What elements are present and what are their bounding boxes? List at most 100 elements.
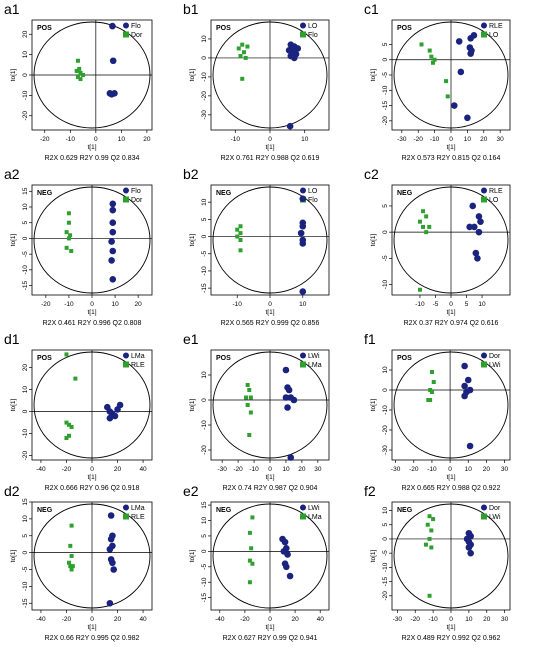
x-tick-label: -10 (415, 301, 425, 308)
data-point-RLE (64, 420, 69, 425)
y-tick-label: -20 (382, 591, 389, 601)
data-point-LWi (427, 536, 432, 541)
x-tick-label: 20 (483, 466, 491, 473)
x-tick-label: 10 (478, 301, 486, 308)
data-point-Dor (78, 77, 83, 82)
data-point-Dor (64, 230, 69, 235)
data-point-RLE (469, 202, 477, 210)
data-point-Dor (461, 382, 468, 390)
x-axis-label: t[1] (87, 309, 96, 316)
x-tick-label: -40 (36, 616, 46, 623)
data-point-LMa (106, 545, 114, 553)
x-tick-label: 20 (291, 616, 299, 623)
legend-marker (300, 187, 306, 194)
data-point-LO (427, 224, 432, 229)
legend-marker (123, 187, 129, 194)
data-point-Flo (243, 55, 248, 60)
y-tick-label: 0 (201, 398, 208, 402)
data-point-Flo (240, 76, 245, 81)
data-point-LMa (107, 535, 115, 543)
x-tick-label: 0 (90, 616, 94, 623)
x-axis-label: t[1] (446, 474, 455, 481)
data-point-Dor (66, 211, 71, 216)
ion-mode-label: NEG (216, 507, 232, 514)
data-point-LMa (106, 414, 114, 422)
data-point-Dor (81, 73, 86, 77)
legend-entry: LMa (131, 505, 145, 512)
panel-label: f1 (364, 331, 376, 347)
panel-label: d1 (4, 331, 20, 347)
y-tick-label: -15 (22, 280, 29, 290)
y-tick-label: 0 (382, 230, 389, 234)
x-tick-label: 0 (268, 466, 272, 473)
legend-marker (481, 196, 487, 203)
panel-label: c1 (364, 1, 379, 17)
panel-d2: d2 -40 -20 0 20 40 -15 -10 -5 0 5 10 15 t[1] to[1] NEG L… (4, 483, 153, 642)
legend-marker (123, 31, 129, 38)
y-tick-label: 15 (201, 501, 208, 509)
data-point-RLE (69, 567, 74, 572)
data-point-LMa (250, 515, 255, 520)
y-tick-label: 15 (22, 187, 29, 195)
legend-entry: Dor (131, 32, 143, 39)
legend-entry: LWi (308, 353, 320, 360)
y-tick-label: 20 (22, 30, 29, 38)
y-tick-label: -15 (382, 577, 389, 587)
y-axis-label: to[1] (189, 549, 196, 562)
y-tick-label: 5 (382, 523, 389, 527)
panel-c2: c2 -10 -5 0 5 10 -10 -5 0 5 t[1] to[1] NEG RLE LO R2X 0… (364, 166, 511, 327)
x-tick-label: 0 (90, 466, 94, 473)
data-point-LO (419, 42, 424, 47)
data-point-Dor (68, 233, 73, 238)
y-tick-label: 5 (201, 534, 208, 538)
x-tick-label: 20 (135, 301, 143, 308)
data-point-RLE (69, 425, 74, 429)
y-tick-label: -5 (201, 564, 208, 570)
data-point-RLE (450, 102, 458, 109)
data-point-LO (445, 94, 450, 99)
panel-label: e2 (183, 483, 199, 499)
data-point-LWi (281, 538, 289, 546)
legend-entry: Flo (131, 188, 141, 195)
data-point-LO (417, 287, 422, 292)
data-point-LO (286, 122, 294, 130)
x-tick-label: 20 (483, 616, 491, 623)
x-axis-label: t[1] (265, 624, 274, 631)
data-point-Dor (466, 386, 474, 394)
y-axis-label: to[1] (189, 398, 196, 411)
x-tick-label: 0 (268, 136, 272, 143)
data-point-LWi (286, 572, 294, 580)
data-point-LWi (425, 522, 430, 527)
data-point-LMa (249, 546, 254, 551)
data-point-LO (432, 57, 437, 62)
data-point-LWi (284, 404, 291, 411)
panel-d1: d1 -40 -20 0 20 40 -20 -10 0 10 20 t[1] to[1] POS LMa R… (4, 331, 153, 492)
x-tick-label: 0 (94, 136, 98, 143)
y-tick-label: -10 (382, 562, 389, 572)
panel-a1: a1 -20 -10 0 10 20 -20 -10 0 10 20 t[1] to[1] POS Flo D… (4, 1, 153, 162)
y-tick-label: -10 (22, 429, 29, 439)
model-stats: R2X 0.37 R2Y 0.974 Q2 0.616 (404, 320, 499, 327)
y-axis-label: to[1] (370, 68, 377, 81)
x-tick-label: -10 (249, 466, 259, 473)
data-point-LMa (247, 530, 252, 535)
y-tick-label: -10 (201, 72, 208, 82)
data-point-LWi (426, 398, 431, 402)
legend-marker (481, 352, 487, 359)
y-tick-label: -5 (22, 251, 29, 257)
x-tick-label: -40 (215, 616, 225, 623)
x-tick-label: 0 (268, 616, 272, 623)
data-point-Flo (109, 275, 117, 283)
legend-entry: LWi (308, 505, 320, 512)
y-tick-label: -10 (201, 577, 208, 587)
data-point-Flo (109, 228, 117, 236)
y-tick-label: 15 (22, 498, 29, 506)
panel-b2: b2 -10 0 10 -15 -10 -5 0 5 10 t[1] to[1] NEG LO Flo R2X… (183, 166, 330, 327)
data-point-LMa (247, 433, 252, 437)
x-tick-label: -5 (433, 301, 439, 308)
panel-label: a1 (4, 1, 20, 17)
legend-entry: RLE (489, 23, 503, 30)
legend-entry: LO (308, 23, 318, 30)
data-point-LO (424, 230, 429, 235)
